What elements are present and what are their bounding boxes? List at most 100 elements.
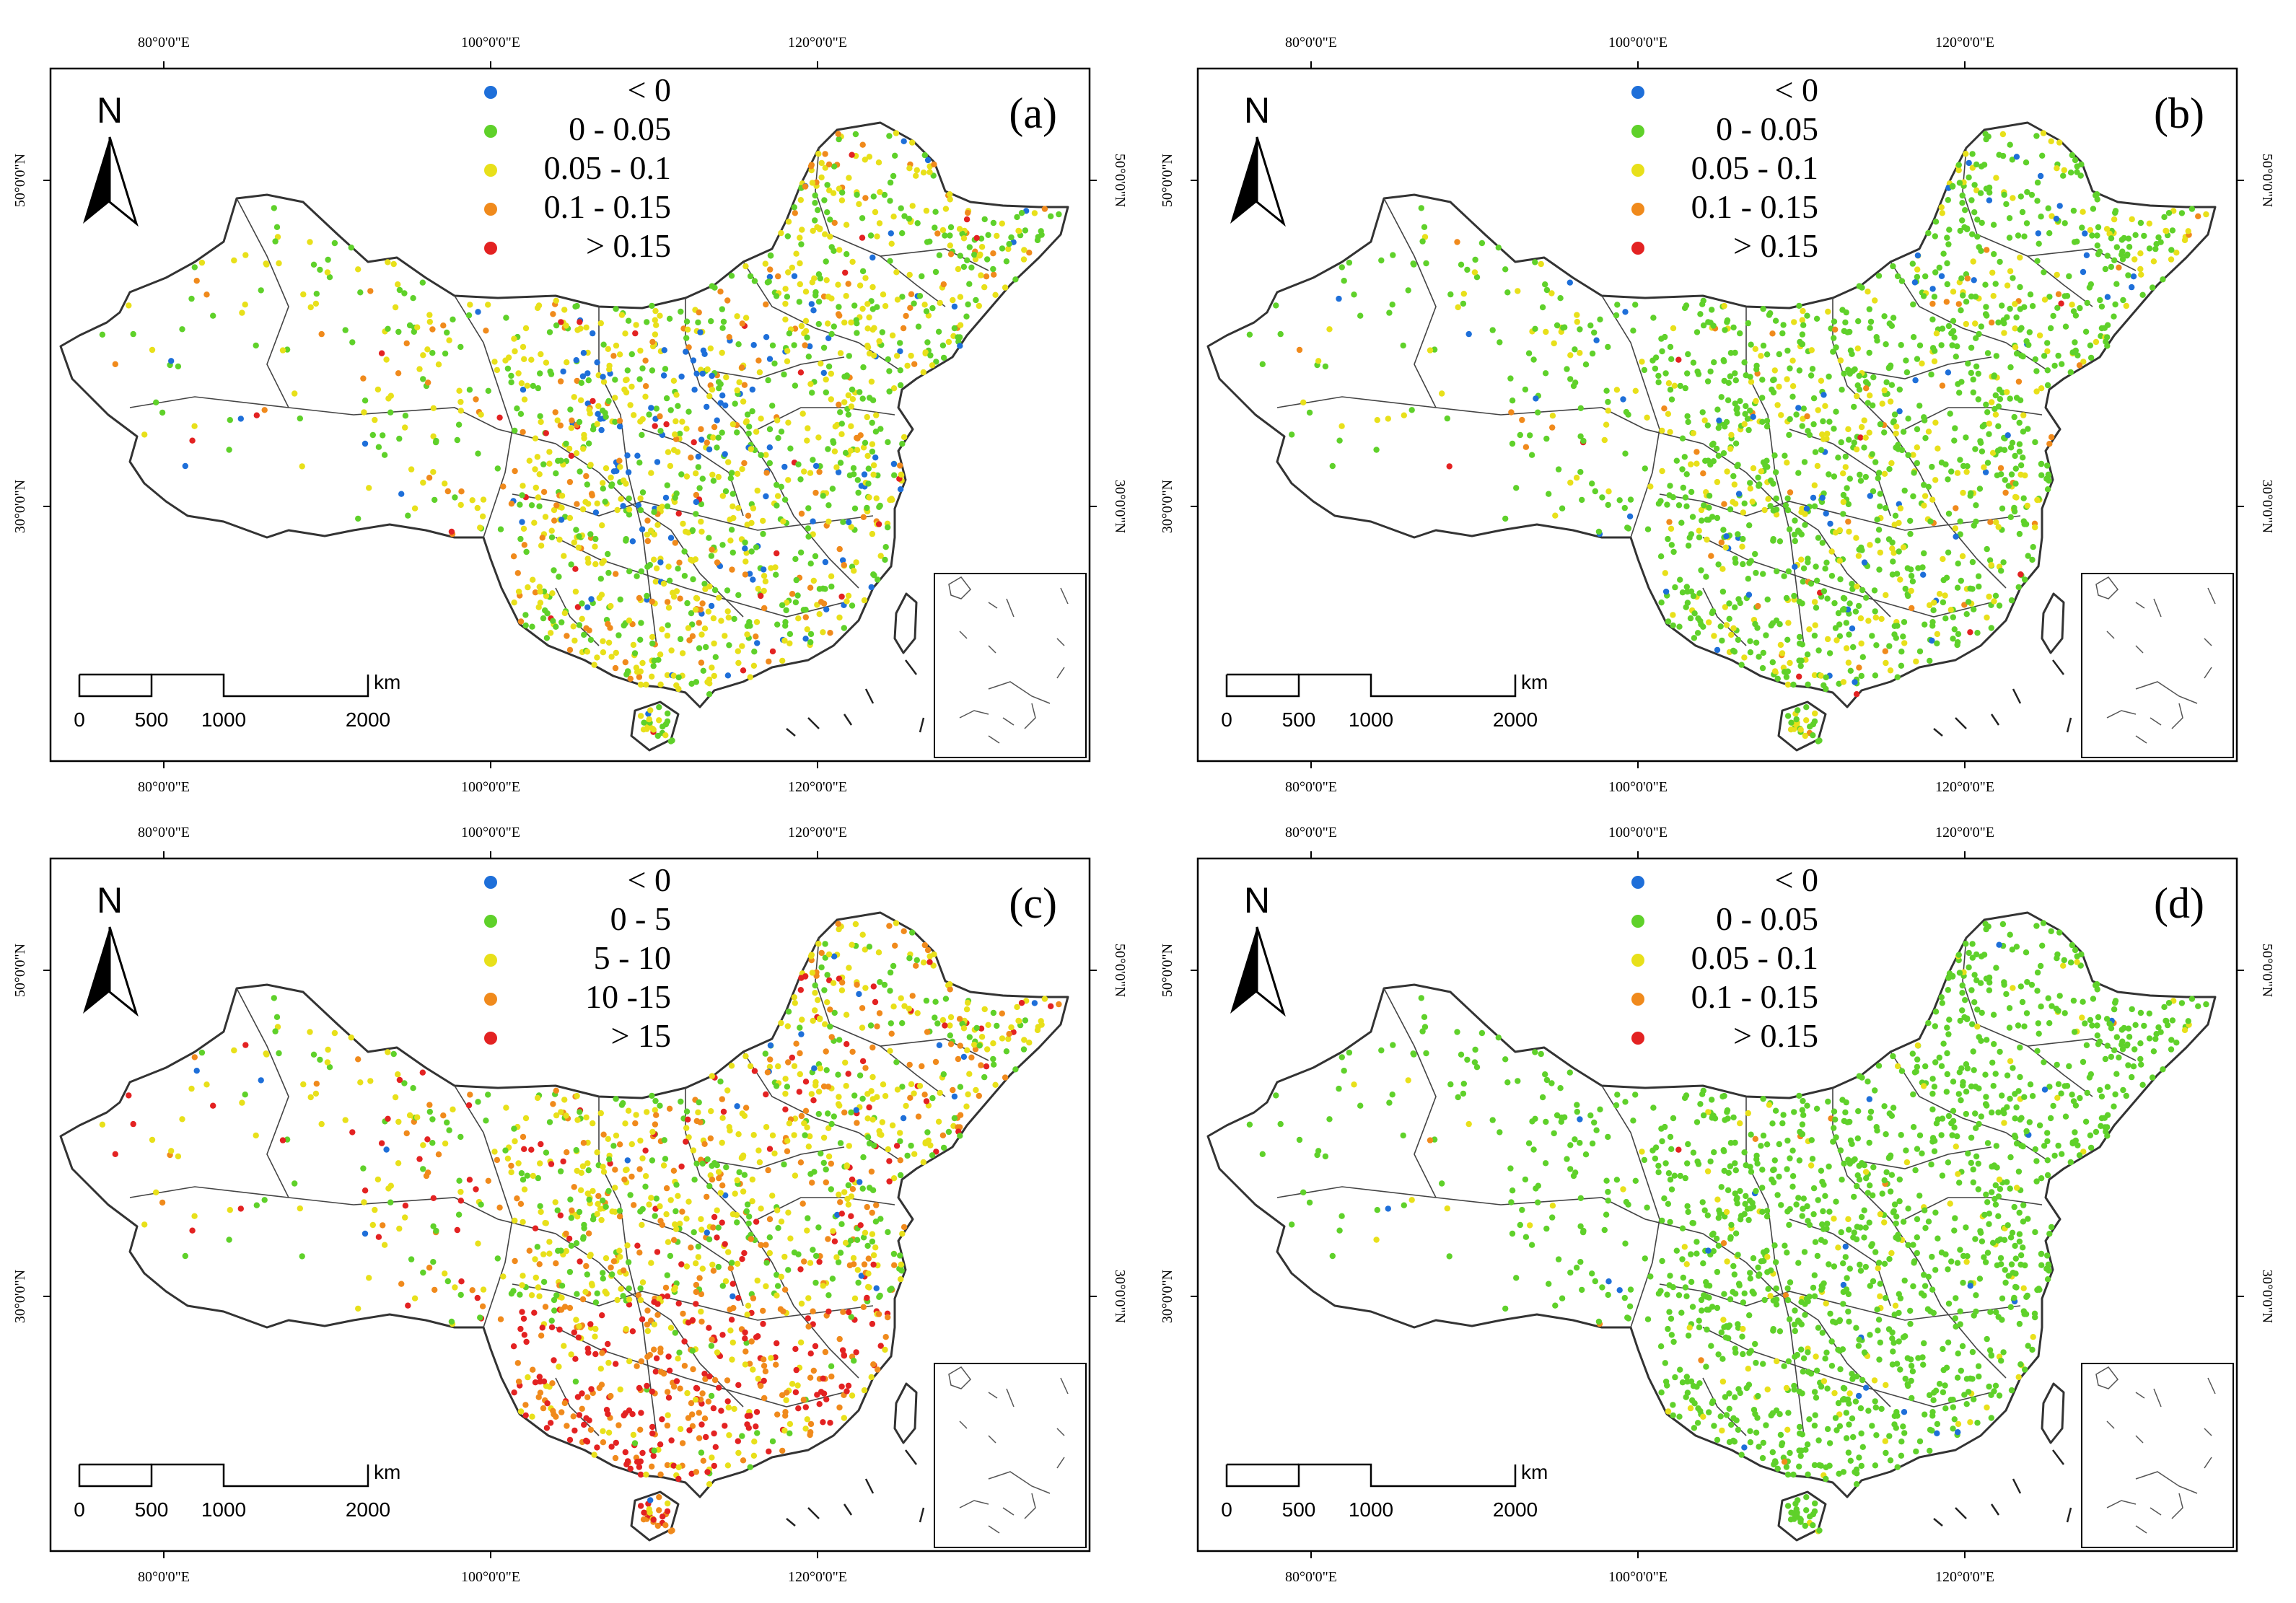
station-point-orange [827, 630, 833, 636]
station-point-blue [704, 403, 710, 410]
north-label: N [97, 90, 123, 131]
station-point-red [2058, 300, 2064, 307]
station-point-yellow [1822, 403, 1828, 409]
station-point-orange [827, 1006, 833, 1013]
province-boundary [1890, 261, 2050, 372]
station-point-green [620, 1293, 626, 1299]
station-point-green [2002, 477, 2008, 483]
station-point-orange [840, 1309, 846, 1315]
station-point-green [1770, 536, 1776, 543]
station-point-yellow [1867, 392, 1873, 399]
station-point-green [1691, 635, 1698, 641]
station-point-green [349, 339, 356, 346]
station-point-yellow [950, 297, 956, 304]
station-point-green [543, 635, 551, 641]
station-point-red [652, 423, 658, 429]
station-point-green [1983, 136, 1989, 143]
station-point-green [841, 625, 848, 631]
station-point-orange [600, 1131, 607, 1138]
station-point-green [1962, 207, 1968, 214]
station-point-yellow [890, 1175, 898, 1182]
station-point-green [617, 596, 623, 603]
station-point-green [1892, 512, 1899, 519]
station-point-blue [584, 370, 591, 377]
station-point-green [1591, 329, 1598, 336]
station-point-orange [566, 478, 574, 486]
station-point-yellow [646, 1506, 652, 1513]
station-point-green [1813, 1105, 1820, 1112]
station-point-green [1800, 405, 1807, 412]
station-point-red [665, 1395, 672, 1401]
station-point-green [778, 429, 785, 435]
station-point-yellow [723, 374, 729, 381]
station-point-orange [915, 1113, 922, 1120]
station-point-orange [745, 512, 752, 519]
station-point-green [762, 1050, 768, 1057]
station-point-green [1921, 481, 1927, 488]
station-point-yellow [1883, 659, 1889, 667]
station-point-orange [779, 1447, 786, 1454]
station-point-green [1625, 411, 1631, 418]
station-point-blue [193, 1068, 200, 1074]
station-point-orange [550, 1101, 556, 1107]
station-point-blue [635, 502, 642, 509]
station-point-yellow [637, 713, 644, 719]
legend-swatch-red [484, 242, 497, 255]
station-point-green [605, 550, 611, 558]
station-point-orange [808, 162, 815, 168]
station-point-green [802, 1132, 808, 1138]
station-point-green [1735, 462, 1741, 468]
station-point-green [1955, 639, 1961, 646]
station-point-yellow [534, 454, 540, 460]
station-point-blue [383, 1146, 390, 1153]
inset-island [1006, 1388, 1015, 1407]
station-point-green [766, 426, 774, 433]
station-point-green [406, 322, 413, 329]
station-point-green [1582, 361, 1590, 368]
station-point-yellow [957, 322, 964, 328]
station-point-green [442, 350, 449, 357]
station-point-orange [570, 1413, 577, 1420]
station-point-green [360, 1165, 367, 1172]
station-point-red [362, 1187, 369, 1194]
station-point-green [691, 1177, 698, 1183]
station-point-yellow [374, 386, 382, 393]
station-point-orange [664, 599, 671, 605]
station-point-yellow [153, 1189, 159, 1195]
station-point-green [782, 623, 789, 629]
station-point-yellow [799, 227, 805, 233]
station-point-blue [749, 386, 755, 393]
station-point-yellow [755, 1147, 762, 1154]
station-point-yellow [1724, 468, 1730, 475]
station-point-yellow [1897, 505, 1904, 511]
station-point-yellow [920, 1159, 927, 1166]
station-point-yellow [590, 1187, 596, 1195]
station-point-green [1832, 625, 1839, 631]
station-point-green [1993, 353, 1999, 359]
station-point-orange [1955, 301, 1962, 307]
station-point-yellow [530, 576, 536, 583]
station-point-yellow [836, 247, 843, 253]
south-china-sea-inset [934, 1363, 1087, 1548]
station-point-blue [1031, 1000, 1038, 1006]
station-point-green [696, 1099, 702, 1106]
station-point-yellow [618, 312, 626, 318]
station-point-green [887, 969, 894, 976]
station-point-green [1003, 258, 1010, 265]
station-point-yellow [973, 1086, 979, 1094]
station-point-green [1714, 514, 1721, 522]
station-point-yellow [739, 643, 745, 649]
station-point-blue [791, 273, 798, 279]
station-point-green [1844, 485, 1850, 491]
station-point-green [1831, 426, 1837, 432]
station-point-yellow [426, 318, 433, 325]
station-point-green [1724, 319, 1730, 325]
station-point-green [1627, 1286, 1634, 1293]
station-point-green [1929, 623, 1936, 629]
station-point-orange [857, 432, 864, 439]
station-point-orange [318, 330, 325, 338]
station-point-orange [698, 1318, 705, 1325]
station-point-green [1621, 504, 1628, 511]
station-point-green [1767, 503, 1774, 509]
station-point-green [1953, 353, 1959, 360]
